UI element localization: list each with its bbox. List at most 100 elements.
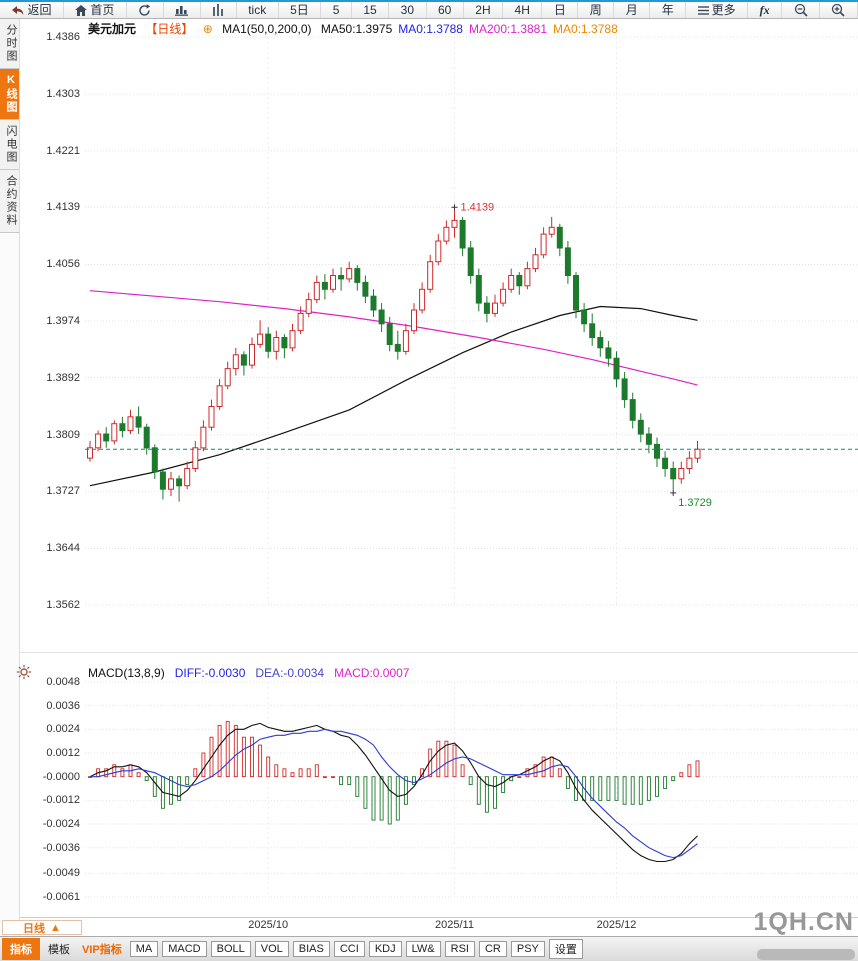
macd-axis-label: 0.0012 (46, 747, 80, 759)
toolbar-period-5m-label: 5 (332, 2, 340, 17)
toolbar-period-5m[interactable]: 5 (321, 2, 352, 18)
toolbar-period-2h[interactable]: 2H (464, 2, 504, 18)
toolbar-period-4h[interactable]: 4H (503, 2, 543, 18)
macd-axis-label: -0.0012 (42, 794, 80, 807)
dea-line (90, 728, 698, 859)
tab-rsi[interactable]: RSI (444, 941, 475, 957)
macd-axis-label: 0.0036 (46, 699, 80, 712)
tab-ma[interactable]: MA (129, 941, 159, 957)
x-axis-separator (20, 917, 858, 918)
sidebar-item-time-chart[interactable]: 分时图 (0, 19, 19, 69)
toolbar-period-60m[interactable]: 60 (427, 2, 464, 18)
volume-chart-icon (212, 4, 224, 16)
period-selector[interactable]: 日线 ▲ (2, 920, 82, 935)
ma200-line (89, 290, 698, 386)
macd-axis-label: -0.0036 (42, 841, 80, 854)
tab-indicators[interactable]: 指标 (2, 938, 40, 960)
ma-value-label: MA0:1.3788 (398, 22, 463, 36)
toolbar-period-month-label: 月 (625, 2, 638, 17)
macd-axis-label: -0.0061 (42, 891, 80, 903)
toolbar-period-week[interactable]: 周 (578, 2, 615, 18)
toolbar-period-year-label: 年 (661, 2, 674, 17)
price-axis-label: 1.3644 (46, 542, 80, 555)
tab-psy[interactable]: PSY (510, 941, 545, 957)
toolbar-bar-chart-button[interactable] (164, 2, 201, 18)
ma50-line (89, 305, 698, 487)
expand-icon[interactable]: ⊕ (202, 22, 213, 36)
toolbar-period-30m-label: 30 (400, 2, 415, 17)
macd-axis-label: 0.0024 (46, 723, 80, 736)
macd-panel-header: MACD(13,8,9) DIFF:-0.0030 DEA:-0.0034 MACD:… (88, 666, 419, 680)
tab-lwr[interactable]: LW& (405, 941, 441, 957)
tab-cr[interactable]: CR (478, 941, 507, 957)
ma-params-label: MA1(50,0,200,0) (222, 22, 312, 36)
price-axis-label: 1.4056 (46, 258, 80, 271)
tab-macd[interactable]: MACD (162, 941, 207, 957)
price-axis-label: 1.4139 (46, 201, 80, 214)
macd-axis-label: -0.0049 (42, 867, 80, 880)
x-axis-label: 2025/10 (248, 919, 289, 931)
toolbar-period-5d[interactable]: 5日 (279, 2, 322, 18)
tab-settings[interactable]: 设置 (548, 939, 583, 959)
toolbar-more-button[interactable]: 更多 (686, 2, 749, 18)
tab-cci[interactable]: CCI (333, 941, 365, 957)
toolbar-period-15m[interactable]: 15 (352, 2, 390, 18)
tab-vip-indicators[interactable]: VIP指标 (82, 944, 122, 956)
toolbar-zoom-in-button[interactable] (820, 2, 858, 18)
collapse-icon: ▲ (50, 921, 61, 934)
tab-vol[interactable]: VOL (254, 941, 289, 957)
ma-value-label: MA50:1.3975 (320, 22, 393, 36)
chart-canvas[interactable]: 1.4139 1.3729 (85, 0, 858, 917)
toolbar-back-button[interactable]: 返回 (0, 2, 64, 18)
watermark-logo: 1QH.CN (753, 908, 854, 936)
low-price-annotation: 1.3729 (678, 497, 712, 509)
diff-line (89, 722, 698, 863)
toolbar-period-year[interactable]: 年 (650, 2, 687, 18)
toolbar-period-tick[interactable]: tick (237, 2, 279, 18)
zoom-out-icon (794, 3, 808, 17)
toolbar-formula-button-label: fx (759, 2, 770, 17)
symbol-name: 美元加元 (88, 22, 137, 36)
period-selector-label: 日线 (23, 922, 46, 935)
window-top-accent (0, 0, 858, 2)
macd-axis-label: -0.0024 (42, 818, 80, 831)
toolbar-zoom-out-button[interactable] (782, 2, 820, 18)
toolbar-period-60m-label: 60 (437, 2, 452, 17)
toolbar-period-15m-label: 15 (363, 2, 377, 17)
indicator-settings-icon[interactable] (16, 664, 32, 680)
period-badge: 【日线】 (145, 22, 194, 36)
toolbar-period-day[interactable]: 日 (542, 2, 579, 18)
toolbar-period-30m[interactable]: 30 (389, 2, 427, 18)
toolbar-formula-button[interactable]: fx (748, 2, 783, 18)
tab-boll[interactable]: BOLL (210, 941, 251, 957)
price-axis-label: 1.4386 (46, 31, 80, 43)
macd-axis-label: 0.0048 (46, 676, 80, 688)
chart-type-sidebar: 分时图 K线图 闪电图 合约资料 (0, 19, 20, 936)
price-axis-label: 1.4303 (46, 88, 80, 101)
toolbar-period-week-label: 周 (589, 2, 602, 17)
sidebar-item-contract-info[interactable]: 合约资料 (0, 170, 19, 233)
ma-values-group: MA50:1.3975 MA0:1.3788 MA200:1.3881 MA0:1.3… (321, 22, 624, 36)
tab-templates[interactable]: 模板 (48, 944, 70, 956)
toolbar-period-4h-label: 4H (514, 2, 530, 17)
macd-value-label: DEA:-0.0034 (255, 666, 325, 680)
horizontal-scrollbar-thumb[interactable] (757, 949, 855, 960)
macd-value-label: MACD(13,8,9) (88, 666, 165, 680)
home-icon (75, 4, 88, 16)
tab-bias[interactable]: BIAS (292, 941, 330, 957)
toolbar-period-month[interactable]: 月 (614, 2, 651, 18)
sidebar-item-lightning-chart[interactable]: 闪电图 (0, 120, 19, 170)
refresh-icon (138, 3, 151, 17)
toolbar-home-button[interactable]: 首页 (64, 2, 127, 18)
macd-axis-label: -0.0000 (42, 770, 80, 783)
toolbar-period-5d-label: 5日 (290, 2, 309, 17)
toolbar-volume-chart-button[interactable] (201, 2, 237, 18)
sidebar-item-kline-chart[interactable]: K线图 (0, 69, 19, 120)
tab-kdj[interactable]: KDJ (368, 941, 402, 957)
ma-value-label: MA0:1.3788 (553, 22, 618, 36)
toolbar-refresh-button[interactable] (127, 2, 164, 18)
toolbar-period-tick-label: tick (248, 2, 267, 17)
toolbar-home-button-label: 首页 (90, 2, 115, 17)
menu-icon (697, 5, 709, 15)
